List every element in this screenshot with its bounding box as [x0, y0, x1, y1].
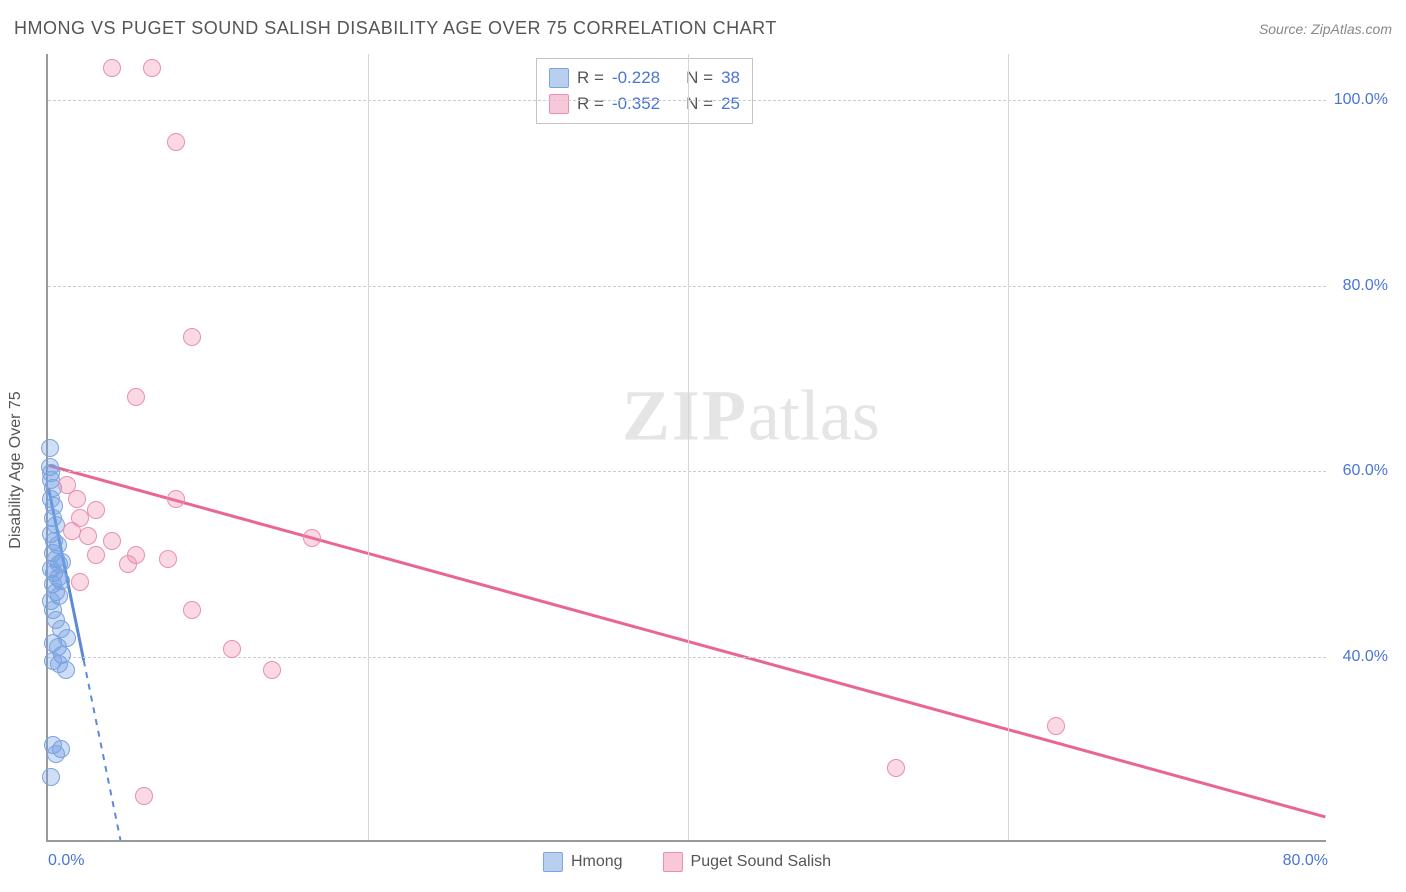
y-tick-label: 80.0%: [1343, 277, 1388, 295]
data-point: [887, 759, 905, 777]
gridline-v: [1008, 54, 1009, 840]
data-point: [1047, 717, 1065, 735]
gridline-h: [48, 657, 1326, 658]
data-point: [135, 787, 153, 805]
data-point: [87, 501, 105, 519]
data-point: [71, 573, 89, 591]
legend-r-label: R =: [577, 91, 604, 117]
data-point: [57, 661, 75, 679]
series-legend-label: Puget Sound Salish: [691, 853, 832, 871]
data-point: [58, 629, 76, 647]
y-tick-label: 100.0%: [1334, 91, 1388, 109]
data-point: [103, 532, 121, 550]
gridline-h: [48, 286, 1326, 287]
data-point: [41, 439, 59, 457]
series-legend-label: Hmong: [571, 853, 623, 871]
watermark: ZIPatlas: [622, 374, 880, 457]
legend-r-value: -0.228: [612, 65, 660, 91]
trend-lines: [48, 54, 1326, 840]
legend-n-label: N =: [686, 65, 713, 91]
gridline-v: [688, 54, 689, 840]
data-point: [183, 328, 201, 346]
data-point: [127, 388, 145, 406]
gridline-h: [48, 100, 1326, 101]
y-axis-title: Disability Age Over 75: [7, 391, 25, 548]
data-point: [87, 546, 105, 564]
header: HMONG VS PUGET SOUND SALISH DISABILITY A…: [14, 18, 1392, 39]
data-point: [167, 490, 185, 508]
data-point: [223, 640, 241, 658]
data-point: [53, 553, 71, 571]
legend-row: R = -0.228 N = 38: [549, 65, 740, 91]
source-label: Source: ZipAtlas.com: [1259, 21, 1392, 37]
data-point: [42, 768, 60, 786]
legend-n-label: N =: [686, 91, 713, 117]
legend-swatch: [663, 852, 683, 872]
legend-swatch: [549, 68, 569, 88]
data-point: [68, 490, 86, 508]
legend-n-value: 25: [721, 91, 740, 117]
gridline-v: [368, 54, 369, 840]
plot-area: ZIPatlas R =-0.228N =38R =-0.352N =25 Hm…: [46, 54, 1326, 842]
data-point: [167, 133, 185, 151]
data-point: [79, 527, 97, 545]
data-point: [303, 529, 321, 547]
legend-r-label: R =: [577, 65, 604, 91]
data-point: [159, 550, 177, 568]
series-legend-item: Hmong: [543, 852, 623, 872]
series-legend-item: Puget Sound Salish: [663, 852, 832, 872]
stats-legend: R = -0.228 N = 38 R = -0.352 N = 25: [536, 58, 753, 124]
series-legend: Hmong Puget Sound Salish: [543, 852, 831, 872]
y-tick-label: 60.0%: [1343, 462, 1388, 480]
data-point: [47, 745, 65, 763]
data-point: [263, 661, 281, 679]
data-point: [143, 59, 161, 77]
y-tick-label: 40.0%: [1343, 648, 1388, 666]
data-point: [103, 59, 121, 77]
legend-r-value: -0.352: [612, 91, 660, 117]
gridline-h: [48, 471, 1326, 472]
legend-n-value: 38: [721, 65, 740, 91]
legend-row: R = -0.352 N = 25: [549, 91, 740, 117]
chart-title: HMONG VS PUGET SOUND SALISH DISABILITY A…: [14, 18, 777, 39]
x-tick-label: 0.0%: [48, 852, 84, 870]
data-point: [183, 601, 201, 619]
legend-swatch: [549, 94, 569, 114]
x-tick-label: 80.0%: [1283, 852, 1328, 870]
legend-swatch: [543, 852, 563, 872]
data-point: [119, 555, 137, 573]
chart-container: Disability Age Over 75 ZIPatlas R =-0.22…: [46, 54, 1392, 886]
